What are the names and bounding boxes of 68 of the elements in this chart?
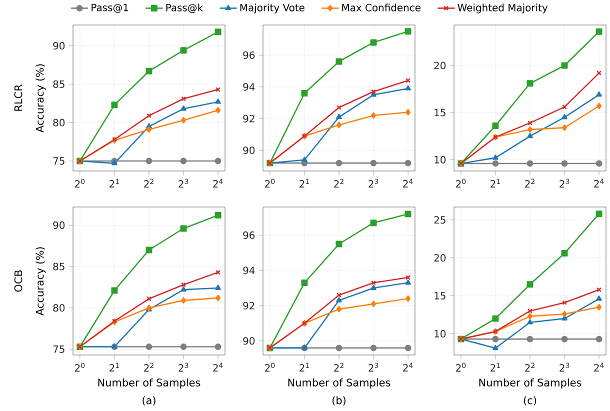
x-tick-label: 2$^{3}$: [178, 362, 188, 372]
y-tick-label: 75: [53, 346, 64, 353]
x-tick-label: 2$^{3}$: [368, 178, 378, 188]
y-tick-label: 90: [53, 42, 65, 50]
x-tick-label: 2$^{2}$: [525, 362, 534, 372]
y-tick-label: 92: [243, 302, 254, 310]
x-tick-label: 2$^{2}$: [334, 178, 344, 188]
y-tick-label: 85: [53, 262, 64, 270]
x-tick-label: 2$^{1}$: [110, 362, 119, 372]
legend-label: Pass@1: [92, 4, 128, 13]
x-tick-label: 2$^{3}$: [368, 362, 378, 372]
x-tick-label: 2$^{0}$: [75, 178, 85, 188]
text: OCB: [14, 270, 22, 292]
x-tick-label: 2$^{1}$: [490, 362, 500, 372]
x-tick-label: 2$^{0}$: [456, 178, 466, 188]
text: (a): [142, 396, 156, 406]
y-tick-label: 85: [53, 80, 64, 88]
x-tick-label: 2$^{4}$: [213, 362, 223, 372]
legend-label: Majority Vote: [240, 4, 304, 14]
x-tick-label: 2$^{0}$: [75, 362, 85, 372]
y-tick-label: 25: [434, 216, 446, 224]
x-tick-label: 2$^{4}$: [403, 178, 413, 188]
text: (b): [332, 396, 346, 406]
y-tick-label: 94: [243, 83, 255, 91]
x-tick-label: 2$^{3}$: [560, 362, 570, 372]
y-tick-label: 80: [53, 118, 65, 126]
x-tick-label: 2$^{1}$: [300, 362, 309, 372]
y-tick-label: 90: [243, 337, 255, 345]
x-tick-label: 2$^{0}$: [265, 178, 275, 188]
x-tick-label: 2$^{2}$: [525, 178, 534, 188]
x-axis-title: Number of Samples: [479, 378, 582, 389]
y-axis-title: Accuracy (%): [36, 64, 46, 133]
x-tick-label: 2$^{1}$: [490, 178, 500, 188]
legend-label: Pass@k: [166, 4, 204, 13]
text: RLCR: [14, 84, 22, 111]
x-tick-label: 2$^{0}$: [265, 362, 275, 372]
x-tick-label: 2$^{4}$: [594, 362, 604, 372]
x-tick-label: 2$^{1}$: [300, 178, 309, 188]
x-axis-title: Number of Samples: [288, 378, 390, 389]
x-tick-label: 2$^{2}$: [144, 178, 154, 188]
y-tick-label: 80: [53, 304, 65, 312]
y-tick-label: 20: [434, 62, 446, 70]
x-tick-label: 2$^{2}$: [144, 362, 154, 372]
x-tick-label: 2$^{0}$: [456, 362, 466, 372]
x-tick-label: 2$^{3}$: [560, 178, 570, 188]
x-axis-title: Number of Samples: [98, 378, 200, 389]
y-axis-title: Accuracy (%): [36, 247, 46, 316]
x-tick-label: 2$^{1}$: [110, 178, 119, 188]
x-tick-label: 2$^{4}$: [594, 178, 604, 188]
y-tick-label: 90: [53, 221, 65, 229]
y-tick-label: 15: [434, 292, 446, 300]
x-tick-label: 2$^{2}$: [334, 362, 344, 372]
x-tick-label: 2$^{4}$: [213, 178, 223, 188]
y-tick-label: 96: [243, 231, 255, 239]
y-tick-label: 96: [243, 51, 255, 59]
legend-label: Weighted Majority: [458, 4, 548, 14]
y-tick-label: 75: [53, 157, 64, 165]
y-tick-label: 20: [434, 254, 446, 262]
y-tick-label: 92: [243, 114, 254, 122]
y-tick-label: 15: [434, 108, 446, 116]
text: (c): [524, 396, 536, 406]
y-tick-label: 90: [243, 146, 255, 154]
legend-label: Max Confidence: [342, 4, 420, 12]
y-tick-label: 10: [434, 330, 446, 338]
x-tick-label: 2$^{3}$: [178, 178, 188, 188]
y-tick-label: 10: [434, 156, 446, 164]
y-tick-label: 94: [243, 266, 255, 274]
x-tick-label: 2$^{4}$: [403, 362, 413, 372]
